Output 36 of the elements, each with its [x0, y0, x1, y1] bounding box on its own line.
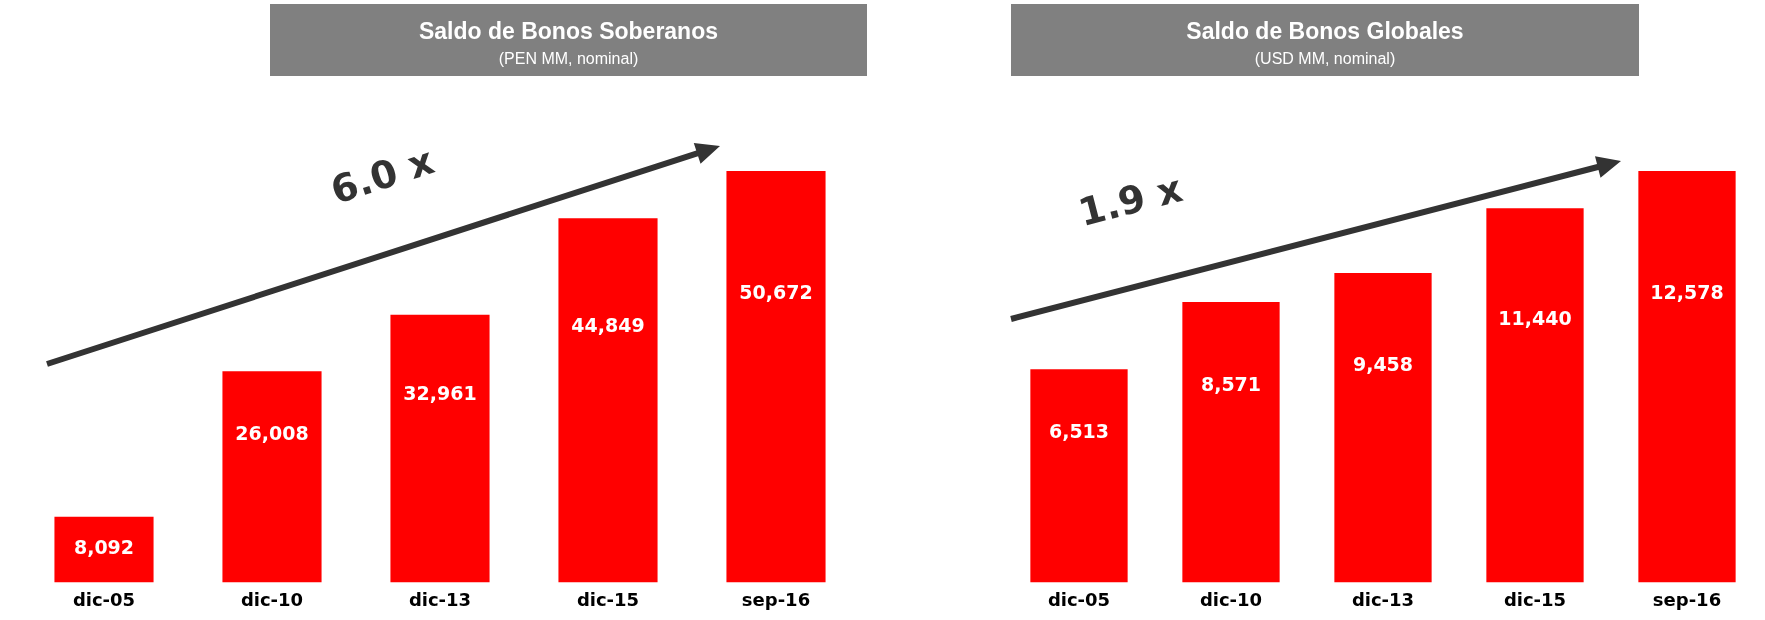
data-label: 26,008	[235, 421, 309, 444]
data-label: 11,440	[1498, 307, 1572, 330]
chart-title: Saldo de Bonos Globales	[1185, 18, 1465, 45]
x-tick-label: dic-13	[1351, 588, 1415, 610]
annotation: 6.0 x	[325, 138, 439, 213]
x-tick-label: dic-10	[240, 588, 304, 610]
bar	[1486, 208, 1584, 583]
bar	[726, 171, 826, 583]
data-label: 12,578	[1650, 281, 1724, 304]
x-tick-label: sep-16	[741, 588, 811, 610]
bar	[54, 516, 154, 583]
x-tick-label: dic-05	[72, 588, 136, 610]
data-label: 50,672	[739, 281, 813, 304]
x-tick-label: sep-16	[1652, 588, 1722, 610]
chart-subtitle: (PEN MM, nominal)	[497, 50, 640, 68]
bar	[1182, 302, 1280, 583]
bar	[558, 218, 658, 583]
data-label: 9,458	[1352, 352, 1414, 375]
bar	[222, 371, 322, 583]
annotation: 1.9 x	[1074, 166, 1187, 236]
data-label: 6,513	[1048, 420, 1110, 443]
bar	[1638, 171, 1736, 583]
data-label: 8,571	[1200, 373, 1262, 396]
data-label: 8,092	[73, 536, 135, 559]
bar	[1334, 273, 1432, 583]
chart-subtitle: (USD MM, nominal)	[1253, 50, 1397, 68]
chart-title: Saldo de Bonos Soberanos	[417, 18, 719, 45]
x-tick-label: dic-05	[1047, 588, 1111, 610]
x-tick-label: dic-15	[576, 588, 640, 610]
data-label: 32,961	[403, 382, 477, 405]
x-tick-label: dic-10	[1199, 588, 1263, 610]
data-label: 44,849	[571, 314, 645, 337]
x-tick-label: dic-15	[1503, 588, 1567, 610]
bar	[1030, 369, 1128, 583]
x-tick-label: dic-13	[408, 588, 472, 610]
bar	[390, 314, 490, 583]
